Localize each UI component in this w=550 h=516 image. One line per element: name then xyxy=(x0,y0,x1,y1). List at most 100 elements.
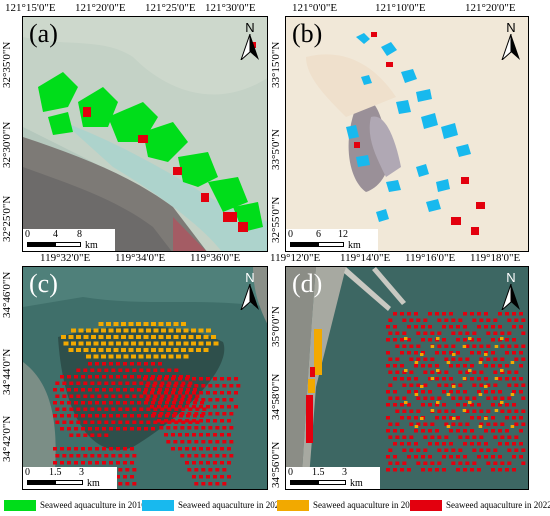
raft-patch xyxy=(514,448,519,452)
raft-patch xyxy=(153,368,158,372)
raft-patch xyxy=(53,461,57,465)
raft-patch xyxy=(220,447,224,451)
raft-patch xyxy=(486,448,491,452)
raft-patch xyxy=(507,396,512,400)
raft-patch xyxy=(67,461,71,465)
raft-patch xyxy=(491,364,495,368)
raft-patch xyxy=(465,422,470,426)
raft-patch xyxy=(168,328,174,333)
raft-patch xyxy=(510,361,515,364)
legend-label: Seaweed aquaculture in 2021 xyxy=(313,500,419,510)
raft-patch xyxy=(456,351,460,355)
raft-patch xyxy=(430,377,435,380)
raft-patch xyxy=(393,442,397,446)
raft-patch xyxy=(507,409,512,413)
raft-patch xyxy=(194,440,199,444)
raft-patch xyxy=(451,448,456,452)
raft-patch xyxy=(83,433,88,437)
raft-patch xyxy=(68,335,74,339)
raft-patch xyxy=(227,461,231,465)
raft-patch xyxy=(404,401,408,404)
raft-patch xyxy=(152,384,157,388)
raft-patch xyxy=(157,419,161,423)
raft-patch xyxy=(494,409,499,412)
raft-patch xyxy=(180,426,185,430)
raft-patch xyxy=(500,461,505,465)
raft-patch xyxy=(151,375,155,379)
raft-patch xyxy=(74,414,78,418)
raft-patch xyxy=(477,351,481,355)
scale-unit: km xyxy=(87,478,100,489)
raft-patch xyxy=(74,401,78,405)
raft-patch xyxy=(180,384,185,388)
raft-patch xyxy=(437,409,442,413)
raft-patch xyxy=(514,344,519,348)
raft-patch xyxy=(386,429,390,433)
raft-patch xyxy=(521,409,526,413)
raft-patch xyxy=(428,338,432,342)
raft-patch xyxy=(206,433,210,437)
north-label: N xyxy=(506,270,516,285)
raft-patch xyxy=(507,344,512,348)
raft-patch xyxy=(388,422,393,426)
scale-segment xyxy=(55,242,81,247)
raft-patch xyxy=(88,401,92,405)
raft-patch xyxy=(493,370,498,374)
raft-patch xyxy=(152,412,157,416)
raft-patch xyxy=(186,375,190,379)
raft-patch xyxy=(463,468,467,472)
raft-patch xyxy=(151,348,156,352)
raft-patch xyxy=(181,335,186,339)
scale-tick: 4 xyxy=(53,229,58,240)
raft-patch xyxy=(71,341,76,346)
raft-patch xyxy=(186,388,190,392)
raft-patch xyxy=(164,433,168,437)
raft-patch xyxy=(519,390,523,394)
raft-patch xyxy=(395,461,400,465)
raft-patch xyxy=(130,475,134,479)
raft-patch xyxy=(436,401,440,404)
raft-patch xyxy=(463,390,467,394)
raft-patch xyxy=(463,403,467,407)
raft-patch xyxy=(213,447,217,451)
raft-patch xyxy=(416,461,421,465)
raft-patch xyxy=(178,419,182,423)
scale-segment xyxy=(318,480,346,485)
raft-patch xyxy=(222,468,227,472)
raft-patch xyxy=(472,318,477,322)
raft-patch xyxy=(104,394,109,398)
raft-patch xyxy=(213,391,217,395)
raft-patch xyxy=(76,368,81,372)
raft-patch xyxy=(194,384,199,388)
raft-patch xyxy=(186,414,190,418)
raft-patch xyxy=(90,433,95,437)
raft-patch xyxy=(456,403,460,407)
left-tick-label: 33°15'0"N xyxy=(270,41,282,88)
raft-patch xyxy=(491,455,495,459)
raft-patch xyxy=(407,416,411,420)
raft-patch xyxy=(428,455,432,459)
scale-unit: km xyxy=(85,240,98,251)
scale-tick: 12 xyxy=(338,229,348,240)
raft-patch xyxy=(386,325,390,329)
raft-patch xyxy=(109,388,113,392)
raft-patch xyxy=(484,364,488,368)
raft-patch xyxy=(470,351,474,355)
left-tick-label: 35°0'0"N xyxy=(270,306,282,347)
raft-patch xyxy=(393,364,397,368)
raft-patch xyxy=(76,454,81,458)
raft-patch xyxy=(166,398,171,402)
raft-patch xyxy=(484,385,488,388)
raft-patch xyxy=(192,461,196,465)
raft-patch xyxy=(158,401,162,405)
raft-patch xyxy=(62,420,67,424)
raft-patch xyxy=(81,401,85,405)
raft-patch xyxy=(102,461,106,465)
raft-patch xyxy=(491,338,495,342)
raft-patch xyxy=(213,405,217,409)
raft-patch xyxy=(202,407,207,411)
raft-patch xyxy=(472,435,477,439)
raft-patch xyxy=(192,377,196,381)
raft-patch xyxy=(98,348,104,352)
raft-patch xyxy=(435,312,439,316)
